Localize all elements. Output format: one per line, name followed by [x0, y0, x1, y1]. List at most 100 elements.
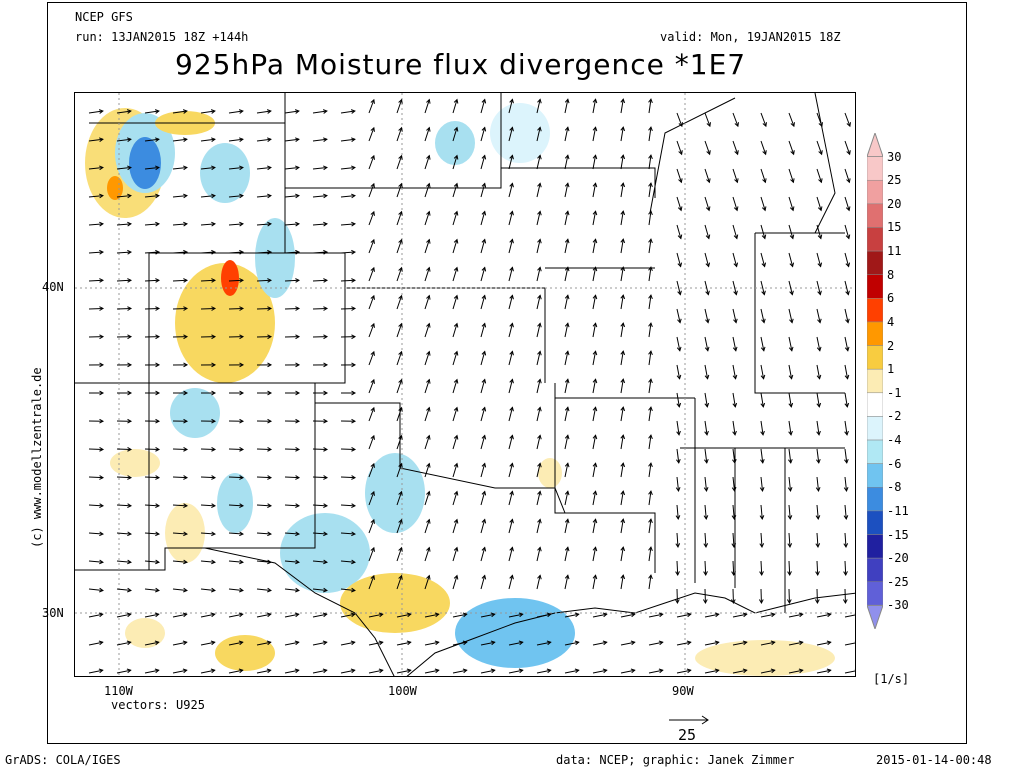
legend-label: -8 — [887, 480, 902, 495]
wind-vector — [676, 560, 679, 576]
wind-vector-head — [99, 362, 105, 368]
wind-vector-head — [453, 490, 459, 496]
wind-vector-head — [267, 334, 273, 340]
wind-vector — [704, 392, 708, 407]
wind-vector-head — [798, 668, 804, 674]
wind-vector-head — [546, 668, 552, 674]
wind-vector — [564, 435, 569, 450]
wind-vector — [676, 392, 680, 407]
wind-vector — [844, 280, 849, 295]
wind-vector-head — [678, 178, 683, 184]
wind-vector — [368, 575, 375, 590]
wind-vector — [480, 379, 486, 394]
wind-vector — [452, 99, 458, 114]
wind-vector — [256, 138, 271, 142]
wind-vector-head — [704, 346, 710, 352]
wind-vector-head — [183, 249, 189, 255]
wind-vector-head — [705, 290, 710, 296]
wind-vector-head — [239, 306, 245, 311]
wind-vector — [172, 560, 187, 563]
wind-vector — [844, 336, 849, 351]
wind-vector — [704, 168, 710, 183]
wind-vector — [564, 99, 569, 114]
wind-vector-head — [620, 378, 626, 384]
wind-vector-head — [398, 574, 403, 580]
wind-vector-head — [546, 612, 552, 618]
wind-vector-head — [846, 150, 851, 156]
wind-vector — [256, 476, 272, 479]
wind-vector-head — [714, 668, 720, 674]
wind-vector — [536, 575, 541, 590]
wind-vector — [676, 613, 691, 618]
wind-vector — [452, 127, 458, 142]
wind-vector — [396, 641, 411, 646]
wind-vector — [284, 504, 300, 507]
wind-vector-head — [155, 587, 160, 593]
wind-vector — [284, 166, 299, 170]
wind-vector-head — [481, 546, 487, 552]
wind-vector — [760, 532, 763, 548]
wind-vector — [844, 252, 850, 267]
wind-vector — [340, 532, 355, 535]
wind-vector — [704, 112, 711, 127]
wind-vector — [396, 99, 403, 114]
wind-vector — [480, 99, 486, 114]
wind-vector — [564, 379, 569, 394]
wind-vector-head — [295, 559, 300, 565]
wind-vector — [676, 140, 683, 155]
wind-vector-head — [295, 475, 301, 480]
wind-vector — [732, 448, 736, 463]
wind-vector-head — [703, 515, 709, 520]
wind-vector — [256, 613, 271, 618]
wind-vector-head — [564, 210, 570, 216]
wind-vector — [424, 211, 430, 226]
wind-vector-head — [762, 178, 767, 184]
wind-vector-head — [323, 221, 328, 227]
wind-vector — [340, 223, 355, 226]
wind-vector — [648, 641, 663, 646]
wind-vector — [620, 613, 635, 618]
wind-vector-head — [648, 126, 653, 132]
wind-vector — [312, 560, 327, 563]
wind-vector-head — [453, 574, 459, 580]
wind-vector — [452, 575, 458, 590]
wind-vector — [648, 323, 652, 338]
wind-vector — [620, 519, 624, 534]
wind-vector — [172, 223, 187, 226]
wind-vector-head — [294, 668, 300, 674]
wind-vector-head — [481, 406, 487, 412]
wind-vector — [620, 155, 624, 170]
wind-vector-head — [434, 668, 440, 674]
wind-vector-head — [211, 418, 217, 424]
wind-vector-head — [155, 418, 161, 424]
wind-vector — [256, 560, 271, 563]
wind-vector — [592, 323, 597, 338]
wind-vector-head — [702, 599, 708, 605]
wind-vector-head — [211, 475, 217, 480]
wind-vector-head — [426, 98, 431, 104]
wind-vector — [368, 239, 375, 254]
wind-vector-head — [564, 266, 570, 272]
legend-swatch — [867, 179, 883, 205]
wind-vector — [564, 491, 569, 506]
map-canvas — [75, 93, 855, 676]
wind-vector-head — [351, 531, 356, 537]
wind-vector — [312, 532, 327, 535]
wind-vector — [88, 223, 103, 226]
wind-vector — [396, 435, 403, 450]
wind-vector-head — [294, 137, 300, 142]
wind-vector-head — [378, 668, 384, 674]
wind-vector-head — [762, 122, 767, 128]
wind-vector — [620, 323, 624, 338]
wind-vector-head — [788, 374, 794, 380]
wind-vector — [452, 641, 467, 646]
wind-vector — [228, 138, 243, 142]
weather-map — [74, 92, 856, 677]
wind-vector-head — [351, 165, 356, 171]
wind-vector — [592, 669, 607, 674]
wind-vector — [536, 407, 541, 422]
wind-vector-head — [678, 150, 683, 156]
wind-vector — [648, 435, 652, 450]
wind-vector-head — [370, 350, 375, 356]
wind-vector — [732, 504, 735, 519]
